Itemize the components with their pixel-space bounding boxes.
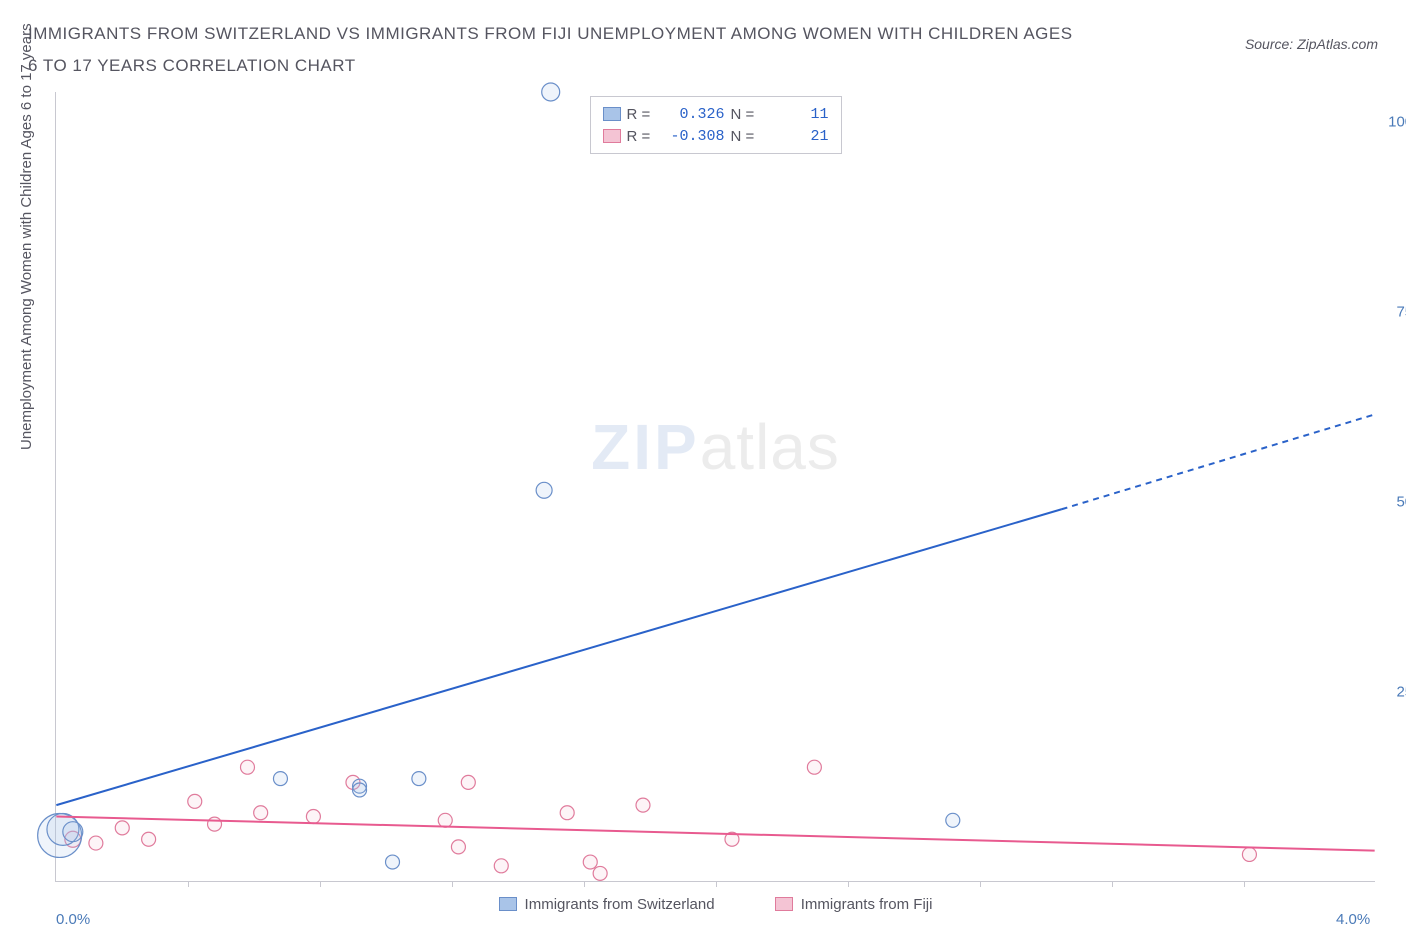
- x-minor-tick: [848, 881, 849, 887]
- n-value-fiji: 21: [767, 128, 829, 145]
- data-point: [142, 832, 156, 846]
- data-point: [188, 794, 202, 808]
- data-point: [451, 840, 465, 854]
- data-point: [807, 760, 821, 774]
- scatter-chart: ZIPatlas R = 0.326 N = 11 R = -0.308 N =…: [55, 92, 1375, 882]
- data-point: [583, 855, 597, 869]
- data-point: [542, 83, 560, 101]
- legend-item-fiji: Immigrants from Fiji: [775, 896, 933, 913]
- n-value-switzerland: 11: [767, 106, 829, 123]
- data-point: [273, 772, 287, 786]
- header: IMMIGRANTS FROM SWITZERLAND VS IMMIGRANT…: [0, 0, 1406, 87]
- trend-line: [56, 817, 1374, 851]
- n-label: N =: [731, 106, 761, 123]
- x-minor-tick: [584, 881, 585, 887]
- data-point: [386, 855, 400, 869]
- legend-stats-box: R = 0.326 N = 11 R = -0.308 N = 21: [590, 96, 842, 154]
- legend-label: Immigrants from Fiji: [801, 896, 933, 913]
- y-tick-label: 50.0%: [1396, 494, 1406, 511]
- x-minor-tick: [320, 881, 321, 887]
- plot-svg: [56, 92, 1375, 881]
- n-label: N =: [731, 128, 761, 145]
- data-point: [494, 859, 508, 873]
- data-point: [254, 806, 268, 820]
- legend-stats-row-switzerland: R = 0.326 N = 11: [603, 103, 829, 125]
- x-minor-tick: [188, 881, 189, 887]
- data-point: [593, 866, 607, 880]
- data-point: [241, 760, 255, 774]
- r-label: R =: [627, 128, 657, 145]
- x-minor-tick: [980, 881, 981, 887]
- data-point: [63, 822, 83, 842]
- x-minor-tick: [1244, 881, 1245, 887]
- y-tick-label: 25.0%: [1396, 684, 1406, 701]
- data-point: [115, 821, 129, 835]
- legend-item-switzerland: Immigrants from Switzerland: [499, 896, 715, 913]
- trend-line: [56, 509, 1061, 805]
- trend-line-extrapolated: [1062, 414, 1375, 509]
- data-point: [306, 810, 320, 824]
- y-tick-labels: 25.0% 50.0% 75.0% 100.0%: [1379, 92, 1406, 881]
- y-axis-label: Unemployment Among Women with Children A…: [18, 23, 35, 450]
- data-point: [438, 813, 452, 827]
- source-attribution: Source: ZipAtlas.com: [1245, 36, 1378, 52]
- page-title: IMMIGRANTS FROM SWITZERLAND VS IMMIGRANT…: [28, 18, 1078, 83]
- data-point: [89, 836, 103, 850]
- r-value-fiji: -0.308: [663, 128, 725, 145]
- x-minor-tick: [716, 881, 717, 887]
- legend-label: Immigrants from Switzerland: [525, 896, 715, 913]
- y-tick-label: 75.0%: [1396, 304, 1406, 321]
- y-tick-label: 100.0%: [1388, 114, 1406, 131]
- swatch-switzerland: [499, 897, 517, 911]
- data-point: [536, 482, 552, 498]
- data-point: [353, 783, 367, 797]
- swatch-fiji: [603, 129, 621, 143]
- r-value-switzerland: 0.326: [663, 106, 725, 123]
- swatch-switzerland: [603, 107, 621, 121]
- data-point: [560, 806, 574, 820]
- x-minor-tick: [1112, 881, 1113, 887]
- data-point: [636, 798, 650, 812]
- data-point: [461, 775, 475, 789]
- data-point: [1242, 847, 1256, 861]
- swatch-fiji: [775, 897, 793, 911]
- data-point: [412, 772, 426, 786]
- data-point: [208, 817, 222, 831]
- legend-bottom: Immigrants from Switzerland Immigrants f…: [56, 896, 1375, 916]
- legend-stats-row-fiji: R = -0.308 N = 21: [603, 125, 829, 147]
- r-label: R =: [627, 106, 657, 123]
- data-point: [946, 813, 960, 827]
- x-minor-tick: [452, 881, 453, 887]
